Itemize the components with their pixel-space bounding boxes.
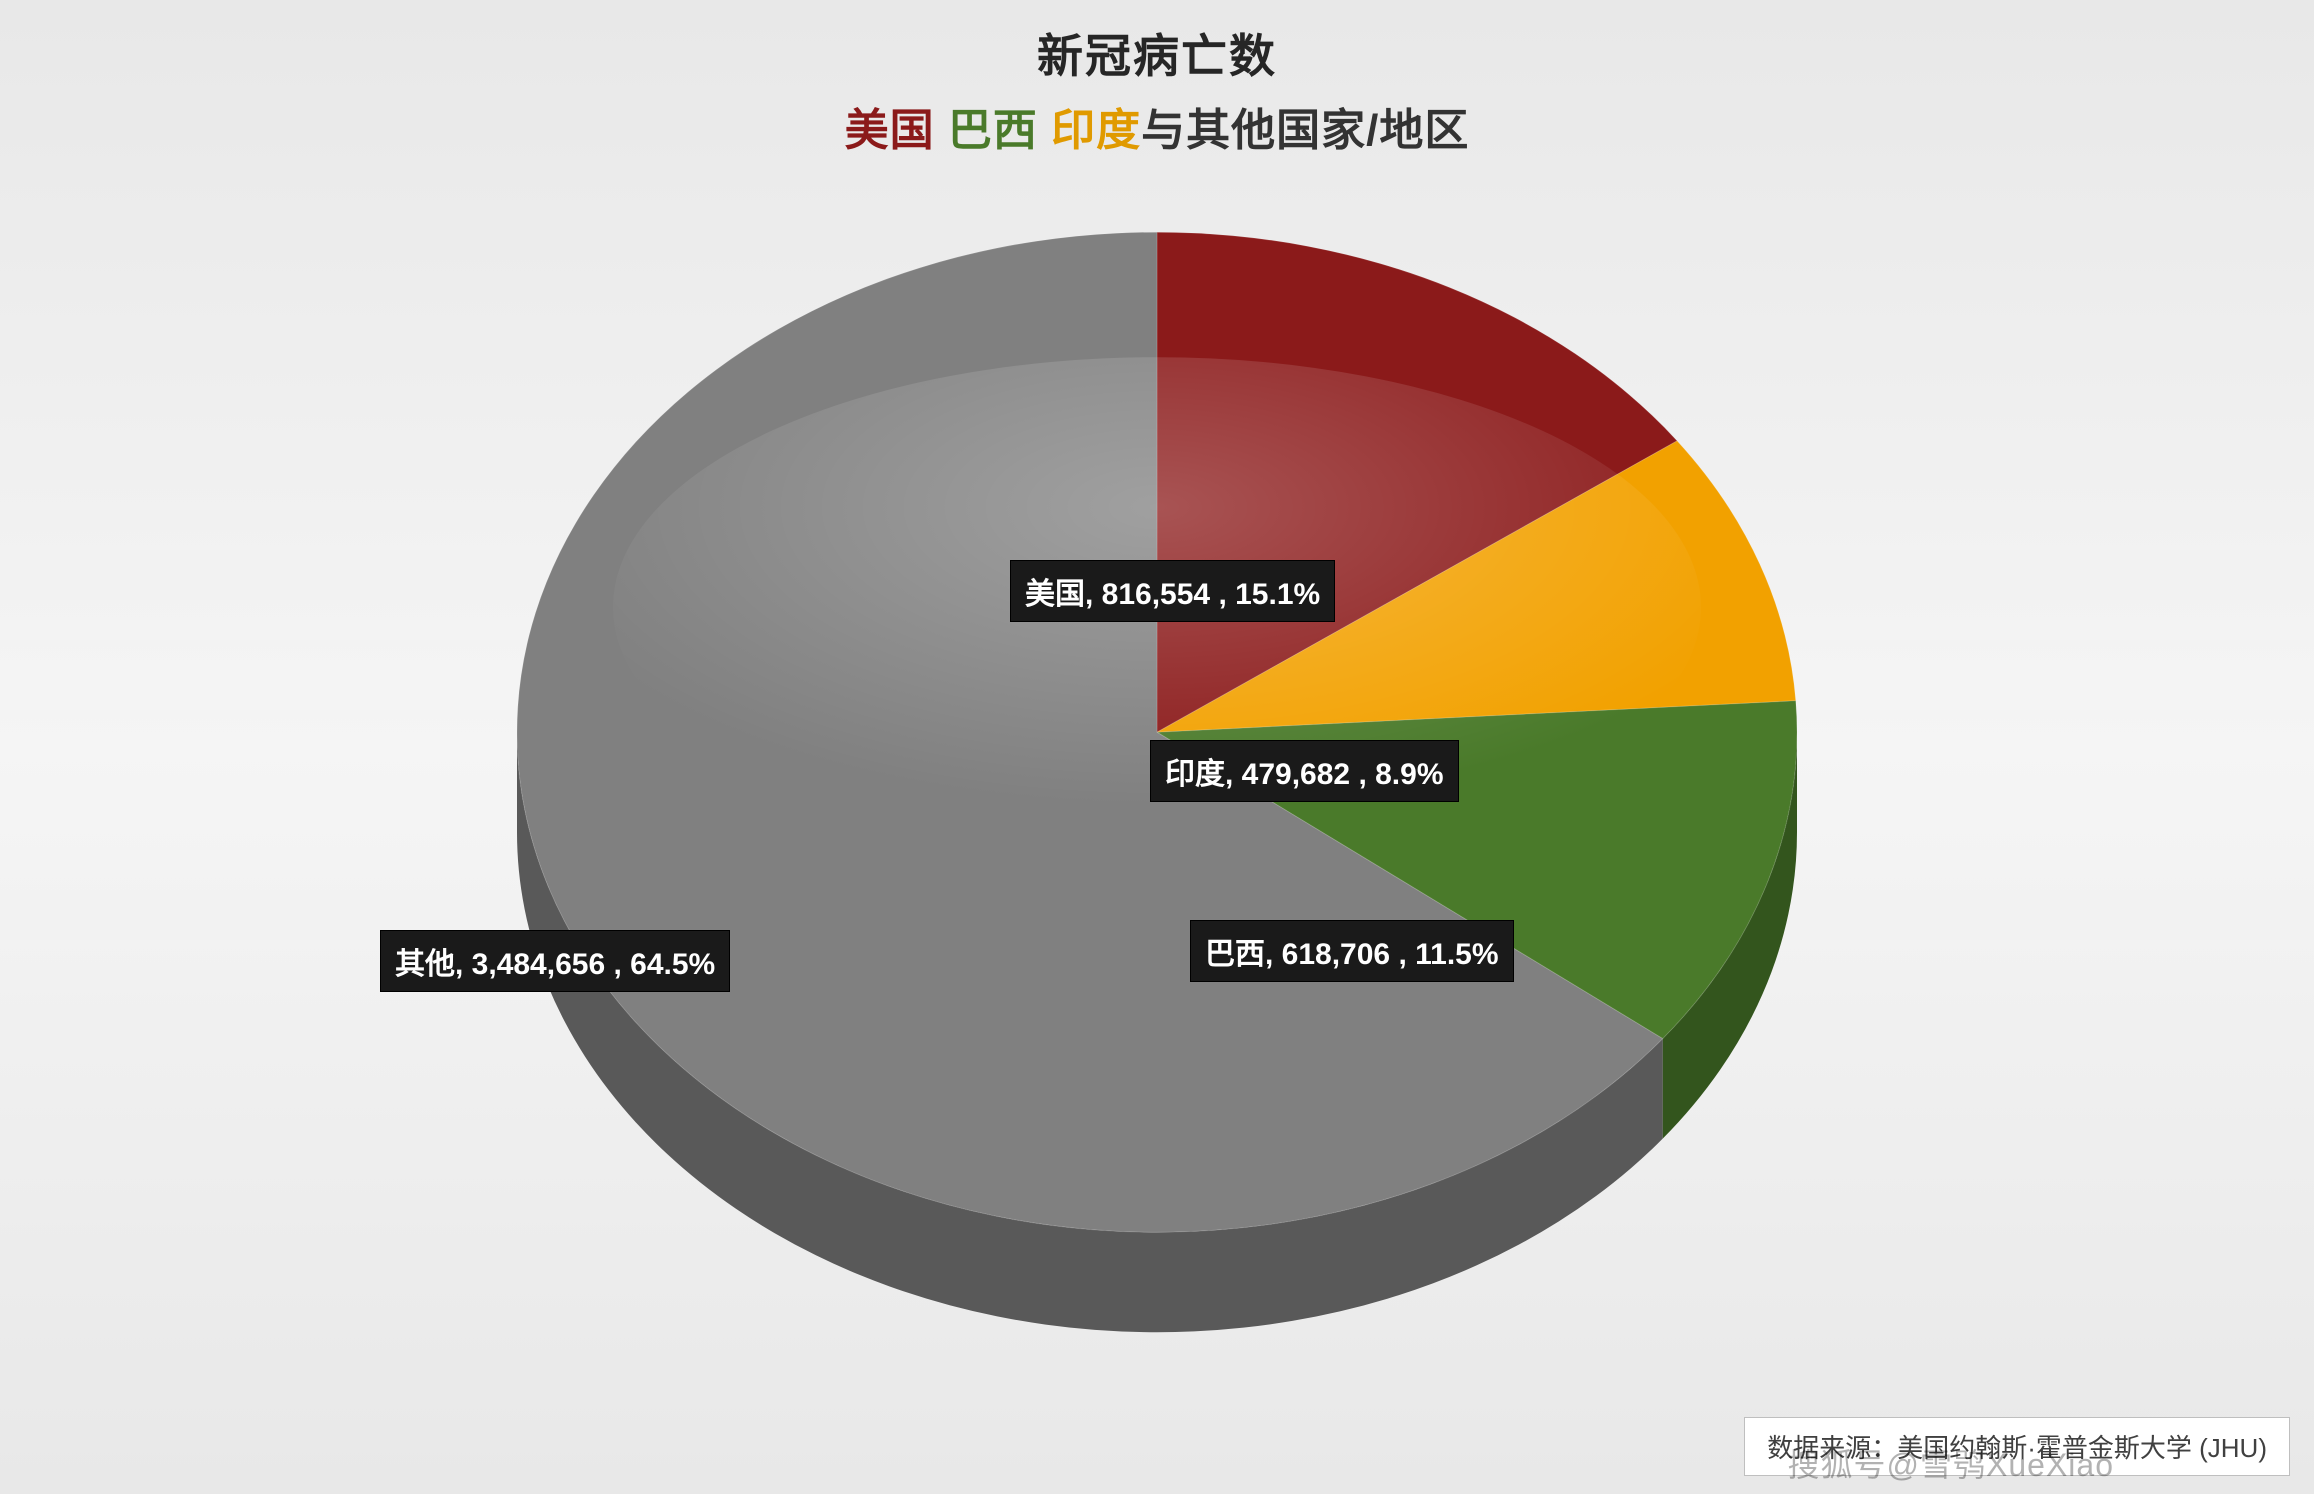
chart-area: 美国, 816,554 , 15.1% 印度, 479,682 , 8.9% 巴西,… — [0, 150, 2314, 1430]
chart-main-title: 新冠病亡数 — [0, 20, 2314, 86]
data-source-box: 数据来源：美国约翰斯·霍普金斯大学 (JHU) — [1744, 1417, 2290, 1476]
pie-data-label: 巴西, 618,706 , 11.5% — [1190, 920, 1514, 982]
pie-data-label: 印度, 479,682 , 8.9% — [1150, 740, 1459, 802]
pie-data-label: 其他, 3,484,656 , 64.5% — [380, 930, 730, 992]
pie-data-label: 美国, 816,554 , 15.1% — [1010, 560, 1335, 622]
